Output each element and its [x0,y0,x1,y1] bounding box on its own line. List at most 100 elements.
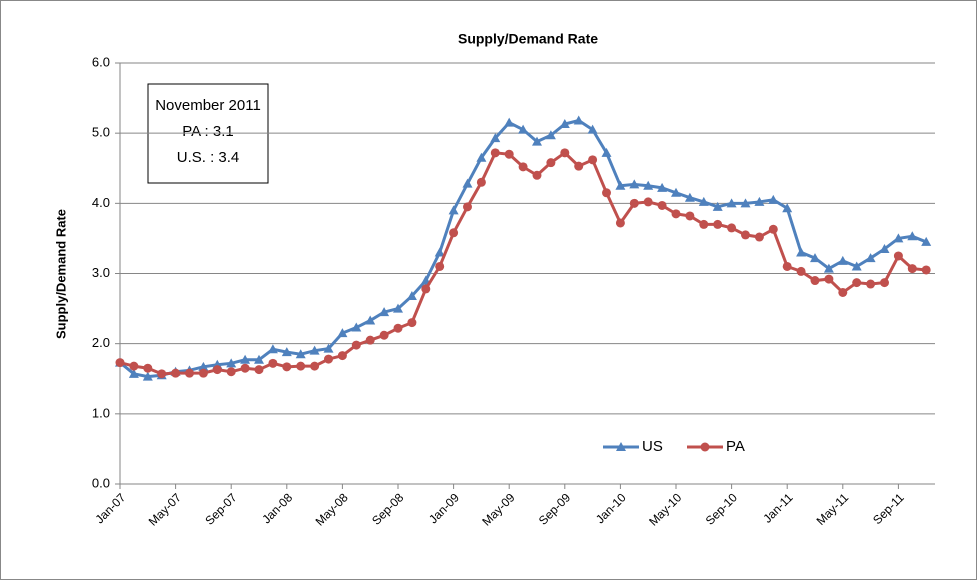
marker [296,361,306,371]
marker [699,219,709,229]
marker [824,274,834,284]
marker [657,200,667,210]
marker [879,243,890,253]
marker [852,278,862,288]
marker [504,117,515,127]
marker [532,136,542,146]
marker [810,276,820,286]
marker [324,354,333,364]
marker [295,349,306,359]
marker [643,180,654,190]
marker [434,247,445,257]
marker [740,198,751,208]
marker [810,253,820,263]
marker [782,261,792,271]
marker [393,303,403,313]
marker [657,182,668,192]
marker [615,218,625,228]
marker [379,330,389,340]
marker [921,265,931,275]
marker [407,318,417,328]
marker [559,119,570,129]
annotation-text: U.S. : 3.4 [177,149,240,166]
marker [129,361,139,371]
marker [796,247,807,257]
chart-title: Supply/Demand Rate [458,31,598,47]
marker [490,148,500,158]
marker [893,251,903,261]
marker [782,203,793,213]
marker [282,362,292,372]
annotation-text: PA : 3.1 [182,123,233,140]
marker [379,307,390,317]
marker [796,266,806,276]
marker [128,368,139,378]
y-tick-label: 2.0 [92,335,110,350]
marker [726,198,737,208]
marker [226,358,237,368]
marker [310,361,320,371]
marker [157,369,167,379]
marker [323,343,334,353]
marker [490,133,501,143]
marker [698,196,709,206]
marker [768,194,779,204]
y-tick-label: 4.0 [92,195,110,210]
marker [351,340,361,350]
marker [587,124,598,134]
marker [393,323,403,333]
marker [268,358,278,368]
marker [226,367,236,377]
marker [365,335,375,345]
marker [462,178,473,188]
marker [281,347,292,357]
marker [865,253,876,263]
marker [754,232,764,242]
marker [406,290,417,300]
marker [615,180,626,190]
marker [143,363,153,373]
marker [602,188,611,198]
marker [518,162,528,172]
marker [629,179,640,189]
y-tick-label: 5.0 [92,125,110,140]
marker [921,236,932,246]
y-tick-label: 0.0 [92,475,110,490]
marker [337,351,347,361]
marker [546,158,556,168]
marker [643,197,653,207]
marker [866,279,876,289]
marker [727,223,737,233]
y-tick-label: 3.0 [92,265,110,280]
marker [254,354,264,364]
marker [574,161,584,171]
marker [463,202,472,212]
marker [198,361,209,371]
marker [198,368,208,378]
legend-label: PA [726,438,745,455]
marker [435,261,445,271]
marker [240,354,251,364]
marker [837,255,848,265]
marker [115,358,125,368]
marker [588,155,598,165]
marker [893,233,904,243]
marker [254,365,264,375]
marker [518,124,529,134]
marker [712,201,723,211]
marker [713,219,723,229]
marker [907,231,918,241]
marker [504,149,514,159]
marker [754,196,765,206]
marker [671,209,681,219]
marker [365,315,376,325]
marker [185,368,194,378]
marker [560,148,570,158]
y-tick-label: 6.0 [92,54,110,69]
marker [907,264,917,274]
marker [337,328,348,338]
legend-marker [616,442,626,451]
marker [838,287,848,297]
marker [142,371,153,381]
marker [171,368,181,378]
